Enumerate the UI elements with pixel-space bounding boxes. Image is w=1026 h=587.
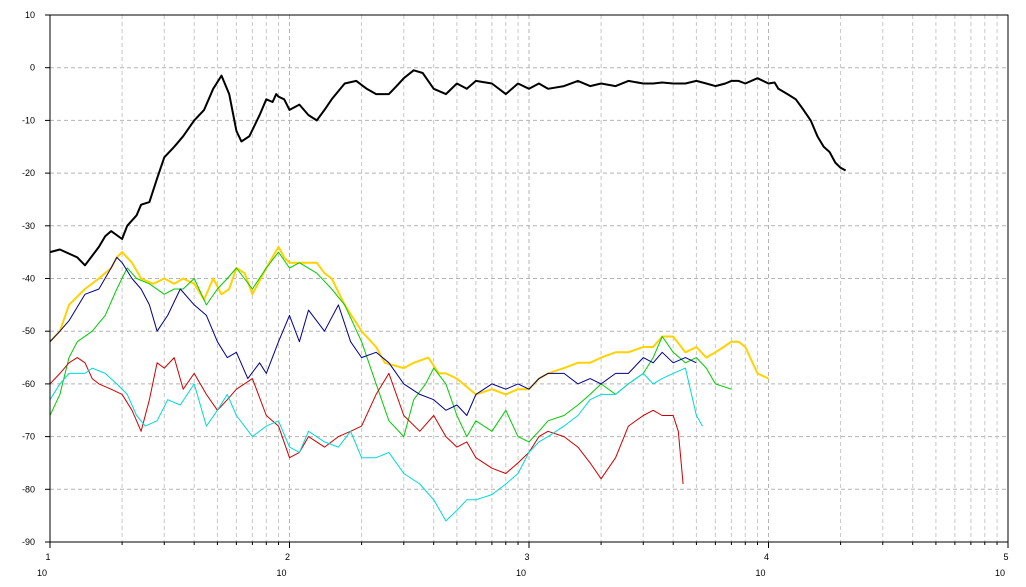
grid-lines	[50, 15, 1008, 542]
x-tick-exponent: 4	[764, 552, 769, 562]
y-tick-label: -40	[22, 274, 35, 284]
x-tick-base: 10	[37, 568, 47, 578]
y-tick-label: 0	[30, 63, 35, 73]
series-lines	[49, 69, 847, 522]
y-tick-label: -80	[22, 484, 35, 494]
series-line-4	[49, 256, 697, 416]
y-tick-label: -90	[22, 537, 35, 547]
x-tick-base: 10	[755, 568, 765, 578]
y-tick-label: -60	[22, 379, 35, 389]
y-tick-labels: 10 0 -10 -20 -30 -40 -50 -60 -70 -80 -90	[22, 10, 35, 547]
x-tick-exponent: 2	[285, 552, 290, 562]
series-line-6	[49, 367, 703, 522]
x-tick-base: 10	[516, 568, 526, 578]
y-tick-label: 10	[25, 10, 35, 20]
series-line-5	[49, 357, 684, 485]
x-tick-labels: 1 10 2 10 3 10 4 10 5 10	[37, 552, 1009, 578]
series-line-1	[49, 69, 847, 267]
x-tick-base: 10	[276, 568, 286, 578]
axis-ticks	[45, 14, 1009, 548]
series-line-2	[49, 245, 769, 396]
y-tick-label: -10	[22, 115, 35, 125]
x-tick-base: 10	[995, 568, 1005, 578]
y-tick-label: -30	[22, 221, 35, 231]
x-tick-exponent: 1	[45, 552, 50, 562]
y-tick-label: -50	[22, 326, 35, 336]
x-tick-exponent: 5	[1003, 552, 1008, 562]
x-tick-exponent: 3	[524, 552, 529, 562]
y-tick-label: -20	[22, 168, 35, 178]
y-tick-label: -70	[22, 432, 35, 442]
